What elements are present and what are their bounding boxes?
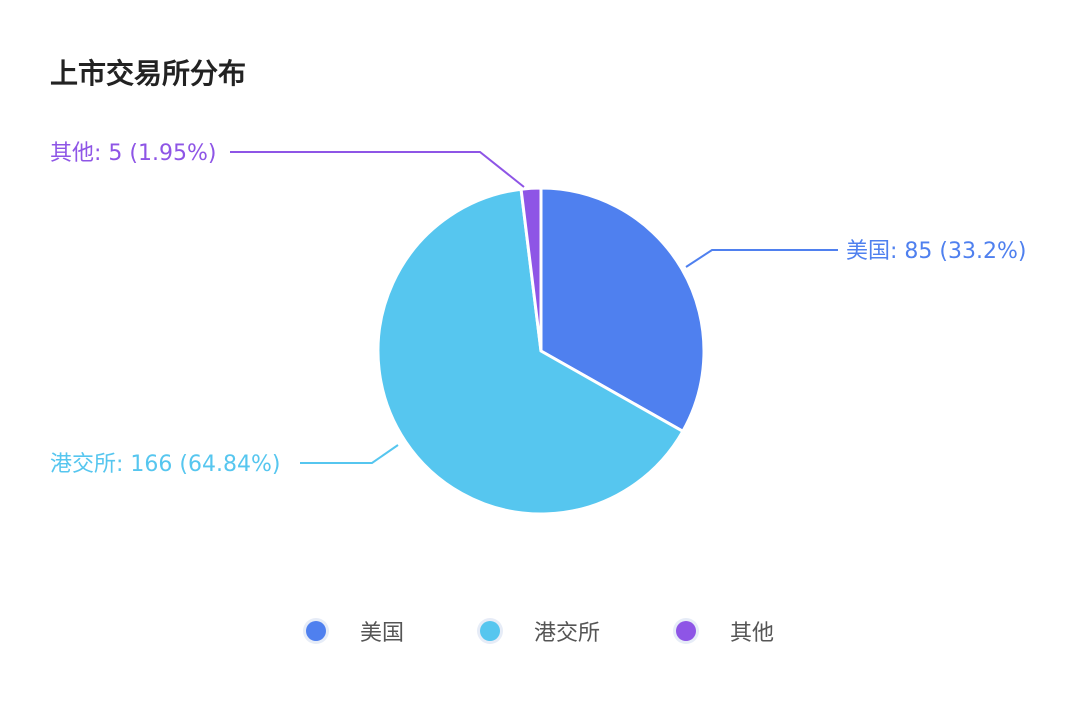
legend-label: 美国 <box>359 621 404 646</box>
legend-item-hk[interactable]: 港交所 <box>479 615 600 647</box>
slice-label-other: 其他: 5 (1.95%) <box>50 141 216 166</box>
pie-slice-2[interactable] <box>519 186 543 352</box>
slice-label-hk: 港交所: 166 (64.84%) <box>50 452 280 477</box>
legend-dot-icon <box>305 621 326 641</box>
legend: 美国 港交所 其他 <box>0 615 1080 647</box>
leader-line-other <box>230 151 525 188</box>
legend-dot-icon <box>479 621 500 641</box>
leader-line-us <box>685 249 838 268</box>
slice-label-us: 美国: 85 (33.2%) <box>846 239 1026 264</box>
pie-slice-1[interactable] <box>376 187 685 516</box>
legend-label: 其他 <box>730 621 775 646</box>
chart-title: 上市交易所分布 <box>50 57 247 90</box>
legend-label: 港交所 <box>533 621 600 646</box>
pie-slice-0[interactable] <box>539 186 706 434</box>
legend-item-us[interactable]: 美国 <box>305 615 404 647</box>
legend-item-other[interactable]: 其他 <box>676 615 774 647</box>
leader-line-hk <box>300 444 399 464</box>
legend-dot-icon <box>676 621 696 641</box>
